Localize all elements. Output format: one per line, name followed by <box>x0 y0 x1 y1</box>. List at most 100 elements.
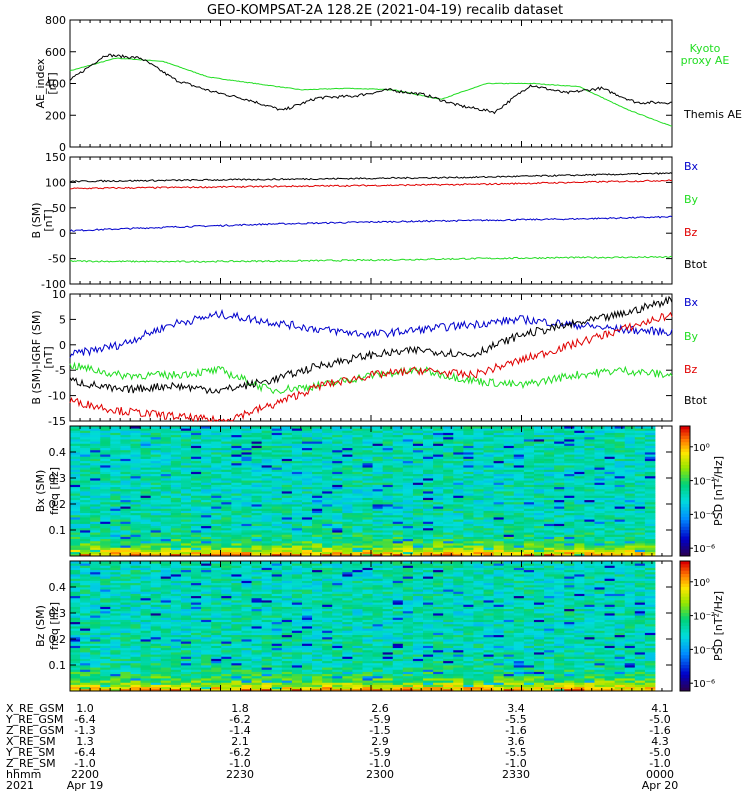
spectrogram-cell <box>493 495 505 498</box>
spectrogram-cell <box>180 602 192 605</box>
spectrogram-cell <box>191 482 202 485</box>
spectrogram-cell <box>80 665 91 668</box>
spectrogram-cell <box>221 475 232 479</box>
spectrogram-cell <box>443 543 454 546</box>
spectrogram-cell <box>503 501 515 505</box>
spectrogram-cell <box>463 473 474 477</box>
spectrogram-cell <box>271 517 283 520</box>
spectrogram-cell <box>160 593 172 597</box>
spectrogram-cell <box>301 549 313 553</box>
spectrogram-cell <box>523 449 535 453</box>
spectrogram-cell <box>523 495 535 498</box>
spectrogram-cell <box>291 510 303 514</box>
spectrogram-cell <box>201 621 212 625</box>
spectrogram-cell <box>463 493 474 496</box>
spectrogram-cell <box>342 495 353 498</box>
spectrogram-cell <box>634 514 646 518</box>
spectrogram-cell <box>312 488 323 492</box>
spectrogram-cell <box>120 606 131 610</box>
spectrogram-cell <box>110 553 121 557</box>
spectrogram-cell <box>241 491 252 494</box>
spectrogram-cell <box>241 432 252 436</box>
spectrogram-cell <box>412 486 424 490</box>
spectrogram-cell <box>634 480 646 483</box>
spectrogram-cell <box>423 488 434 492</box>
spectrogram-cell <box>614 512 626 516</box>
spectrogram-cell <box>564 439 575 442</box>
spectrogram-cell <box>554 504 565 507</box>
spectrogram-cell <box>251 434 263 438</box>
spectrogram-cell <box>231 536 242 540</box>
spectrogram-cell <box>191 540 202 544</box>
spectrogram-cell <box>644 545 656 548</box>
spectrogram-cell <box>372 488 384 492</box>
spectrogram-cell <box>362 540 373 544</box>
spectrogram-cell <box>100 551 111 555</box>
spectrogram-cell <box>150 662 162 666</box>
spectrogram-cell <box>100 549 111 553</box>
spectrogram-cell <box>544 452 555 455</box>
spectrogram-cell <box>251 432 263 436</box>
spectrogram-cell <box>624 482 636 485</box>
spectrogram-cell <box>191 595 202 599</box>
spectrogram-cell <box>523 430 535 433</box>
spectrogram-cell <box>191 621 202 625</box>
spectrogram-cell <box>614 458 626 462</box>
spectrogram-cell <box>554 432 565 436</box>
spectrogram-cell <box>433 456 444 459</box>
spectrogram-cell <box>473 517 484 520</box>
spectrogram-cell <box>80 574 91 577</box>
spectrogram-cell <box>352 436 363 440</box>
spectrogram-cell <box>624 493 636 496</box>
spectrogram-cell <box>574 534 585 537</box>
spectrogram-cell <box>241 517 252 520</box>
legend-by: By <box>684 330 699 343</box>
spectrogram-cell <box>80 467 91 470</box>
spectrogram-cell <box>90 486 101 490</box>
spectrogram-cell <box>644 430 656 433</box>
spectrogram-cell <box>211 639 222 642</box>
spectrogram-cell <box>322 536 333 540</box>
spectrogram-cell <box>301 504 313 507</box>
spectrogram-cell <box>100 617 111 620</box>
spectrogram-cell <box>423 482 434 485</box>
spectrogram-cell <box>150 521 162 524</box>
spectrogram-cell <box>191 493 202 496</box>
spectrogram-cell <box>372 445 384 449</box>
spectrogram-cell <box>433 499 444 503</box>
spectrogram-cell <box>90 432 101 436</box>
spectrogram-cell <box>473 445 484 449</box>
spectrogram-cell <box>251 499 263 503</box>
spectrogram-cell <box>554 456 565 459</box>
spectrogram-cell <box>191 504 202 507</box>
colorbar-step <box>680 481 690 485</box>
colorbar-step <box>680 426 690 430</box>
spectrogram-cell <box>271 445 283 449</box>
spectrogram-cell <box>231 519 242 522</box>
spectrogram-cell <box>544 462 555 466</box>
spectrogram-cell <box>231 471 242 475</box>
spectrogram-cell <box>624 495 636 498</box>
spectrogram-cell <box>544 449 555 453</box>
spectrogram-cell <box>100 484 111 488</box>
spectrogram-cell <box>170 460 182 464</box>
spectrogram-cell <box>332 447 343 451</box>
spectrogram-cell <box>342 510 353 514</box>
spectrogram-cell <box>140 615 152 618</box>
spectrogram-cell <box>160 538 172 542</box>
spectrogram-cell <box>191 538 202 542</box>
spectrogram-cell <box>402 465 414 468</box>
spectrogram-cell <box>372 504 384 507</box>
spectrogram-cell <box>402 439 414 442</box>
spectrogram-cell <box>564 527 575 531</box>
spectrogram-cell <box>332 478 343 481</box>
spectrogram-cell <box>372 462 384 466</box>
spectrogram-cell <box>473 443 484 446</box>
spectrogram-cell <box>493 460 505 464</box>
spectrogram-cell <box>160 671 172 675</box>
spectrogram-cell <box>574 508 585 511</box>
spectrogram-cell <box>150 595 162 599</box>
spectrogram-cell <box>191 506 202 509</box>
spectrogram-cell <box>211 660 222 664</box>
spectrogram-cell <box>211 475 222 479</box>
